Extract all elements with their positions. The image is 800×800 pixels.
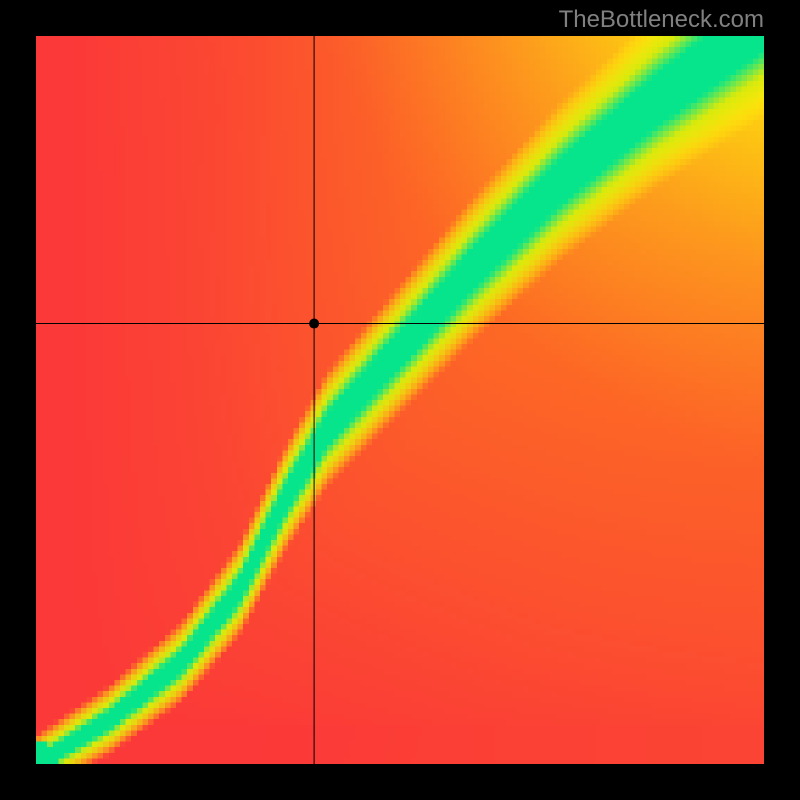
chart-container: TheBottleneck.com [0,0,800,800]
bottleneck-heatmap [36,36,764,764]
watermark-text: TheBottleneck.com [559,6,764,34]
